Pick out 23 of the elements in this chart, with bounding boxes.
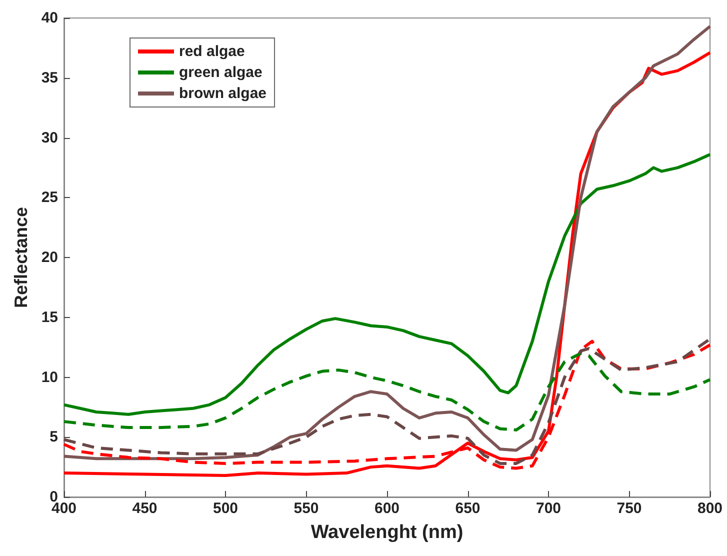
line-series xyxy=(62,352,712,432)
legend-label: green algae xyxy=(179,64,262,81)
y-tick-label: 20 xyxy=(41,249,58,266)
x-tick-label: 650 xyxy=(455,500,480,517)
x-tick-label: 500 xyxy=(212,500,238,517)
x-tick-label: 450 xyxy=(132,500,158,517)
y-tick-label: 40 xyxy=(41,10,58,26)
legend-label: red algae xyxy=(179,43,245,60)
x-tick-label: 800 xyxy=(697,500,723,517)
y-tick-label: 10 xyxy=(41,368,58,386)
y-tick-label: 35 xyxy=(41,69,58,86)
legend-label: brown algae xyxy=(179,85,267,102)
x-tick-label: 550 xyxy=(294,500,319,517)
y-axis-title: Reflectance xyxy=(11,206,31,308)
line-series xyxy=(62,153,712,416)
y-tick-label: 25 xyxy=(41,189,58,206)
x-tick-label: 700 xyxy=(536,500,562,517)
x-axis-title: Wavelenght (nm) xyxy=(310,522,464,543)
x-tick-label: 600 xyxy=(374,500,400,517)
y-tick-label: 15 xyxy=(41,308,58,326)
x-tick-label: 750 xyxy=(616,500,642,517)
y-tick-label: 30 xyxy=(41,129,58,146)
y-tick-label: 5 xyxy=(50,428,58,446)
